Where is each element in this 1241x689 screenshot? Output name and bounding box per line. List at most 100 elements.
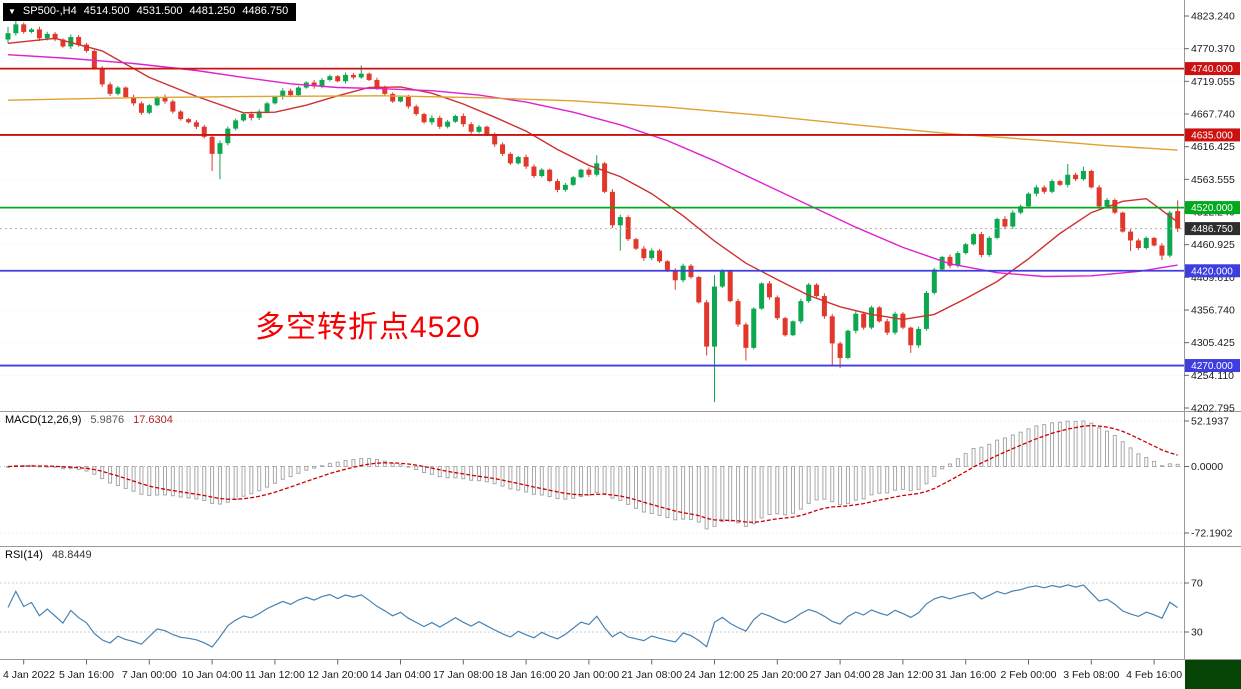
rsi-label: RSI(14) bbox=[5, 549, 43, 561]
macd-histogram-bar bbox=[225, 466, 230, 503]
macd-histogram-bar bbox=[241, 466, 246, 497]
macd-histogram-bar bbox=[571, 466, 576, 499]
candle bbox=[476, 126, 482, 132]
candle bbox=[437, 117, 443, 127]
candle bbox=[1143, 237, 1149, 249]
price-axis-label: 4667.740 bbox=[1191, 109, 1235, 121]
macd-histogram-bar bbox=[147, 466, 152, 496]
levels-layer bbox=[0, 67, 1184, 367]
macd-histogram-bar bbox=[869, 466, 874, 496]
candle bbox=[1026, 193, 1031, 207]
candle bbox=[1120, 212, 1126, 232]
macd-histogram-bar bbox=[406, 466, 411, 468]
candle bbox=[735, 301, 741, 325]
candle bbox=[1033, 187, 1039, 194]
price-level-tag bbox=[1185, 128, 1240, 142]
chart-title: ▼ SP500-,H4 4514.500 4531.500 4481.250 4… bbox=[3, 3, 297, 21]
macd-histogram-bar bbox=[995, 439, 1000, 467]
price-level-tag-label: 4635.000 bbox=[1191, 130, 1233, 141]
bar-close-value: 4486.750 bbox=[242, 5, 289, 17]
time-axis-label: 21 Jan 08:00 bbox=[621, 669, 682, 681]
macd-histogram-bar bbox=[1034, 425, 1039, 467]
candle bbox=[390, 93, 396, 102]
macd-histogram-bar bbox=[249, 466, 254, 495]
macd-histogram-bar bbox=[626, 466, 631, 505]
macd-histogram-bar bbox=[1073, 420, 1078, 468]
time-axis-label: 5 Jan 16:00 bbox=[59, 669, 114, 681]
price-axis-label: 4202.795 bbox=[1191, 403, 1235, 415]
macd-histogram-bar bbox=[1105, 430, 1109, 467]
candle bbox=[963, 244, 969, 254]
annotation-text: 多空转折点4520 bbox=[255, 311, 481, 344]
price-axis-label: 4356.740 bbox=[1191, 305, 1235, 317]
candle bbox=[570, 177, 576, 185]
time-axis-label: 31 Jan 16:00 bbox=[935, 669, 996, 681]
candle bbox=[358, 73, 364, 78]
macd-histogram-bar bbox=[948, 463, 952, 467]
candle bbox=[68, 37, 74, 47]
macd-histogram-bar bbox=[657, 466, 662, 516]
price-axis: 4823.240 4770.370 4719.055 4667.740 4616.425… bbox=[1184, 11, 1240, 639]
macd-histogram-bar bbox=[492, 466, 497, 485]
macd-histogram-bar bbox=[759, 466, 764, 519]
candle bbox=[751, 308, 757, 348]
macd-histogram-bar bbox=[704, 466, 709, 530]
candle bbox=[201, 126, 207, 137]
candle bbox=[398, 97, 403, 102]
macd-histogram-bar bbox=[108, 466, 113, 484]
candle bbox=[523, 157, 529, 167]
price-axis-label: 4616.425 bbox=[1191, 141, 1235, 153]
candle bbox=[343, 74, 349, 82]
candle bbox=[923, 292, 929, 329]
candle bbox=[1104, 200, 1110, 207]
macd-histogram-bar bbox=[602, 466, 607, 494]
candle bbox=[1010, 212, 1016, 227]
ma-mid-line bbox=[7, 54, 1178, 278]
candle bbox=[680, 265, 686, 281]
macd-histogram-bar bbox=[390, 462, 395, 467]
price-axis-label: 4823.240 bbox=[1191, 11, 1235, 23]
macd-histogram-bar bbox=[123, 466, 128, 489]
candle bbox=[555, 181, 560, 190]
candle bbox=[1151, 237, 1157, 246]
candle bbox=[594, 163, 600, 175]
macd-histogram-bar bbox=[453, 466, 458, 479]
macd-histogram-bar bbox=[367, 458, 372, 467]
candle bbox=[311, 82, 317, 87]
macd-histogram-bar bbox=[791, 466, 795, 514]
candle bbox=[193, 122, 199, 127]
candle bbox=[272, 97, 278, 104]
candle bbox=[162, 97, 168, 102]
macd-histogram-bar bbox=[500, 466, 505, 487]
candle bbox=[1018, 206, 1024, 213]
macd-histogram-bar bbox=[170, 466, 175, 497]
candle bbox=[994, 218, 1000, 238]
candle bbox=[633, 239, 639, 249]
macd-histogram-bar bbox=[696, 466, 701, 523]
candle bbox=[782, 318, 788, 336]
candle bbox=[123, 87, 129, 98]
macd-histogram-bar bbox=[351, 459, 356, 467]
candle bbox=[649, 250, 655, 259]
macd-histogram-bar bbox=[1144, 456, 1149, 467]
time-axis-label: 28 Jan 12:00 bbox=[873, 669, 934, 681]
price-axis-label: 4305.425 bbox=[1191, 337, 1235, 349]
macd-histogram-bar bbox=[712, 466, 717, 527]
macd-histogram-bar bbox=[233, 466, 238, 501]
candle bbox=[295, 87, 301, 96]
candle bbox=[704, 302, 710, 347]
candle bbox=[209, 136, 215, 154]
candle bbox=[507, 153, 513, 164]
macd-histogram-bar bbox=[414, 466, 419, 471]
macd-histogram-bar bbox=[1010, 434, 1015, 468]
macd-histogram-bar bbox=[508, 466, 513, 490]
candle bbox=[719, 270, 725, 287]
candle bbox=[241, 114, 246, 121]
macd-histogram-bar bbox=[728, 466, 733, 522]
macd-histogram-bar bbox=[775, 466, 780, 515]
bar-high-value: 4531.500 bbox=[136, 5, 183, 17]
macd-histogram-bar bbox=[736, 466, 741, 524]
macd-histogram-bar bbox=[312, 466, 317, 469]
